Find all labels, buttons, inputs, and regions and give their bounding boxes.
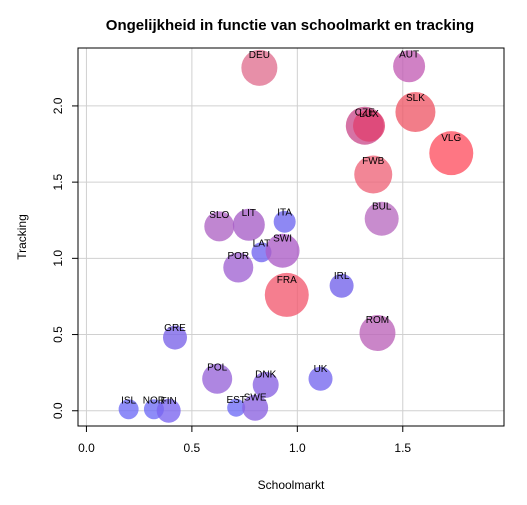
y-tick-label: 2.0 — [51, 97, 65, 114]
point-label: CZE — [355, 107, 375, 118]
point-label: EST — [226, 395, 245, 406]
data-points — [118, 49, 474, 423]
y-axis-label: Tracking — [15, 214, 29, 260]
data-point — [393, 50, 426, 83]
data-point — [429, 131, 474, 176]
x-axis-label: Schoolmarkt — [258, 478, 325, 492]
data-point — [353, 109, 386, 142]
point-label: DNK — [255, 370, 276, 381]
point-label: LUX — [359, 109, 379, 120]
x-tick-label: 0.5 — [184, 441, 201, 455]
data-point — [202, 363, 233, 394]
data-point — [223, 252, 254, 283]
x-tick-label: 1.5 — [394, 441, 411, 455]
y-tick-label: 1.5 — [51, 173, 65, 190]
data-point — [264, 272, 309, 317]
chart-title: Ongelijkheid in functie van schoolmarkt … — [106, 17, 474, 34]
point-label: SWE — [244, 393, 267, 404]
point-label: BUL — [372, 201, 392, 212]
x-tick-label: 0.0 — [78, 441, 95, 455]
data-point — [232, 208, 265, 241]
point-label: IRL — [334, 271, 350, 282]
plot-frame — [77, 47, 505, 427]
y-tick-label: 1.0 — [51, 250, 65, 267]
x-axis: 0.0 0.5 1.0 1.5 — [78, 426, 411, 455]
data-point — [265, 233, 300, 268]
point-label: GRE — [164, 323, 186, 334]
point-label: FRA — [277, 275, 297, 286]
data-point — [329, 273, 354, 298]
point-label: FIN — [161, 396, 177, 407]
data-point — [359, 315, 396, 352]
point-label: SLO — [209, 210, 229, 221]
data-point — [241, 49, 278, 86]
data-point — [364, 201, 399, 236]
y-tick-label: 0.0 — [51, 402, 65, 419]
data-point — [308, 366, 333, 391]
data-point — [252, 371, 279, 398]
data-point — [242, 394, 269, 421]
x-tick-label: 1.0 — [289, 441, 306, 455]
point-label: SWI — [273, 233, 292, 244]
point-label: SLK — [406, 93, 425, 104]
point-label: LIT — [242, 208, 256, 219]
point-label: UK — [314, 364, 328, 375]
data-point — [163, 325, 188, 350]
point-label: ROM — [366, 315, 389, 326]
data-point — [227, 398, 246, 417]
point-label: POL — [207, 363, 227, 374]
point-label: DEU — [249, 50, 270, 61]
point-label: POR — [227, 251, 249, 262]
point-label: NOR — [143, 396, 165, 407]
point-label: LAT — [253, 239, 271, 250]
data-point — [156, 398, 181, 423]
data-point — [354, 155, 393, 194]
data-point — [395, 92, 436, 133]
data-point — [273, 210, 296, 233]
y-axis: 0.0 0.5 1.0 1.5 2.0 — [51, 97, 78, 419]
point-label: FWB — [362, 156, 385, 167]
point-label: AUT — [399, 49, 419, 60]
data-point — [118, 399, 139, 420]
data-point — [204, 211, 235, 242]
point-label: VLG — [441, 133, 461, 144]
y-tick-label: 0.5 — [51, 326, 65, 343]
point-label: ISL — [121, 396, 136, 407]
point-label: ITA — [277, 208, 292, 219]
